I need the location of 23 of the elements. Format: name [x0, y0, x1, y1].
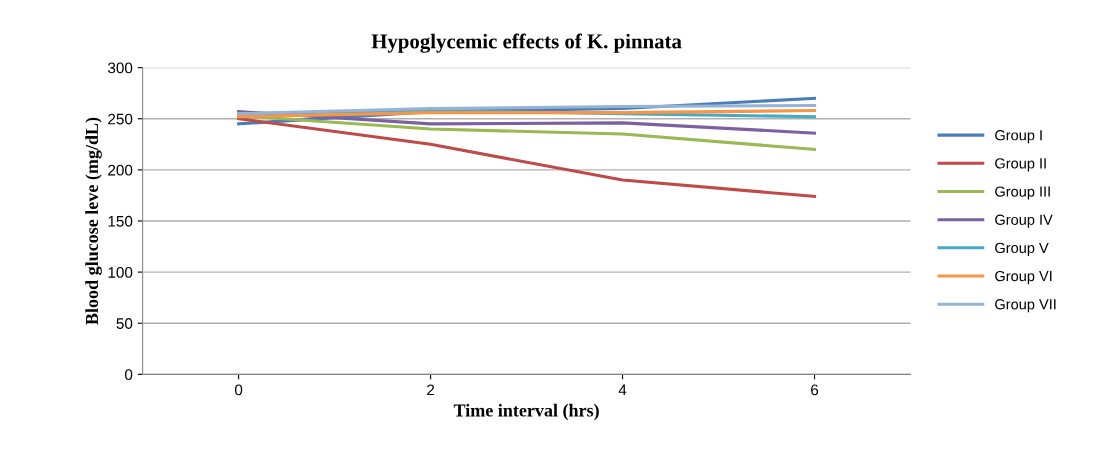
x-tick-label: 4 — [618, 384, 627, 396]
chart-title: Hypoglycemic effects of K. pinnata — [371, 33, 682, 53]
line-series — [237, 103, 817, 116]
legend-label: Group IV — [995, 214, 1053, 228]
y-tick-label: 300 — [107, 62, 133, 74]
legend-label: Group VI — [995, 270, 1052, 285]
legend-label: Group VII — [995, 299, 1056, 313]
y-tick-label: 50 — [116, 318, 133, 329]
x-tick-label: 6 — [811, 384, 819, 396]
x-tick-label: 0 — [234, 384, 243, 396]
y-tick-label: 100 — [108, 266, 133, 278]
line-series — [237, 117, 817, 198]
y-tick-label: 200 — [108, 164, 133, 176]
x-axis-title: Time interval (hrs) — [453, 403, 599, 421]
y-tick-label: 250 — [108, 113, 133, 125]
legend-label: Group V — [995, 242, 1049, 256]
legend-label: Group II — [995, 158, 1046, 172]
y-tick-label: 0 — [124, 369, 133, 381]
legend-label: Group III — [995, 186, 1050, 200]
y-axis-title: Blood glucose leve (mg/dL) — [85, 117, 102, 325]
legend-label: Group I — [995, 130, 1042, 144]
x-tick-label: 2 — [427, 384, 435, 396]
y-tick-label: 150 — [108, 215, 133, 227]
